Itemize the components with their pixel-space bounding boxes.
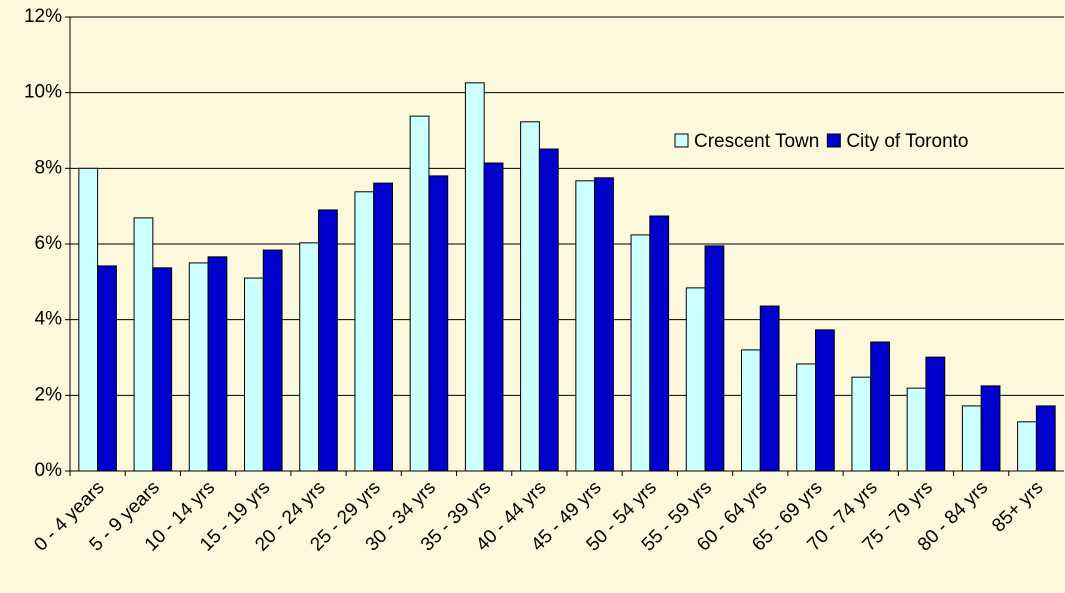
bar: [1035, 405, 1056, 472]
bar: [649, 215, 670, 472]
legend-swatch: [674, 133, 689, 148]
bar: [538, 148, 559, 472]
bar: [704, 245, 725, 472]
bar: [373, 182, 393, 472]
bar: [980, 385, 1001, 472]
bar: [796, 363, 816, 472]
bar: [97, 265, 117, 472]
bar: [630, 234, 651, 472]
bar: [1017, 421, 1037, 472]
bar: [78, 167, 99, 472]
bar: [483, 162, 504, 472]
legend-swatch: [826, 133, 841, 148]
bar: [409, 115, 430, 472]
bar: [685, 287, 706, 472]
bar: [244, 277, 264, 472]
legend-label: Crescent Town: [694, 131, 819, 152]
y-tick-label: 2%: [35, 384, 63, 405]
bar: [594, 177, 614, 472]
bar: [428, 175, 449, 472]
bar: [741, 349, 761, 472]
bar: [354, 191, 375, 472]
y-tick-label: 6%: [35, 233, 63, 254]
bar: [575, 180, 596, 472]
y-tick-label: 12%: [24, 6, 62, 27]
y-tick-label: 10%: [24, 82, 62, 103]
bar: [851, 376, 872, 472]
bar: [188, 262, 209, 472]
bar: [520, 121, 540, 472]
bar: [815, 329, 835, 472]
legend-label: City of Toronto: [846, 131, 968, 152]
bar: [299, 242, 320, 472]
bar: [152, 267, 173, 472]
y-tick-label: 0%: [35, 460, 63, 481]
bar: [961, 405, 982, 472]
bar: [262, 249, 283, 472]
bar: [906, 387, 927, 472]
y-tick-label: 8%: [35, 157, 63, 178]
bar: [207, 256, 228, 472]
bar: [759, 305, 780, 472]
bar: [133, 217, 154, 472]
y-tick-label: 4%: [35, 309, 63, 330]
x-tick-label: 85+ yrs: [988, 477, 1047, 536]
bar: [464, 82, 485, 472]
bar: [318, 209, 338, 472]
bar: [870, 341, 890, 472]
bar: [925, 356, 946, 472]
